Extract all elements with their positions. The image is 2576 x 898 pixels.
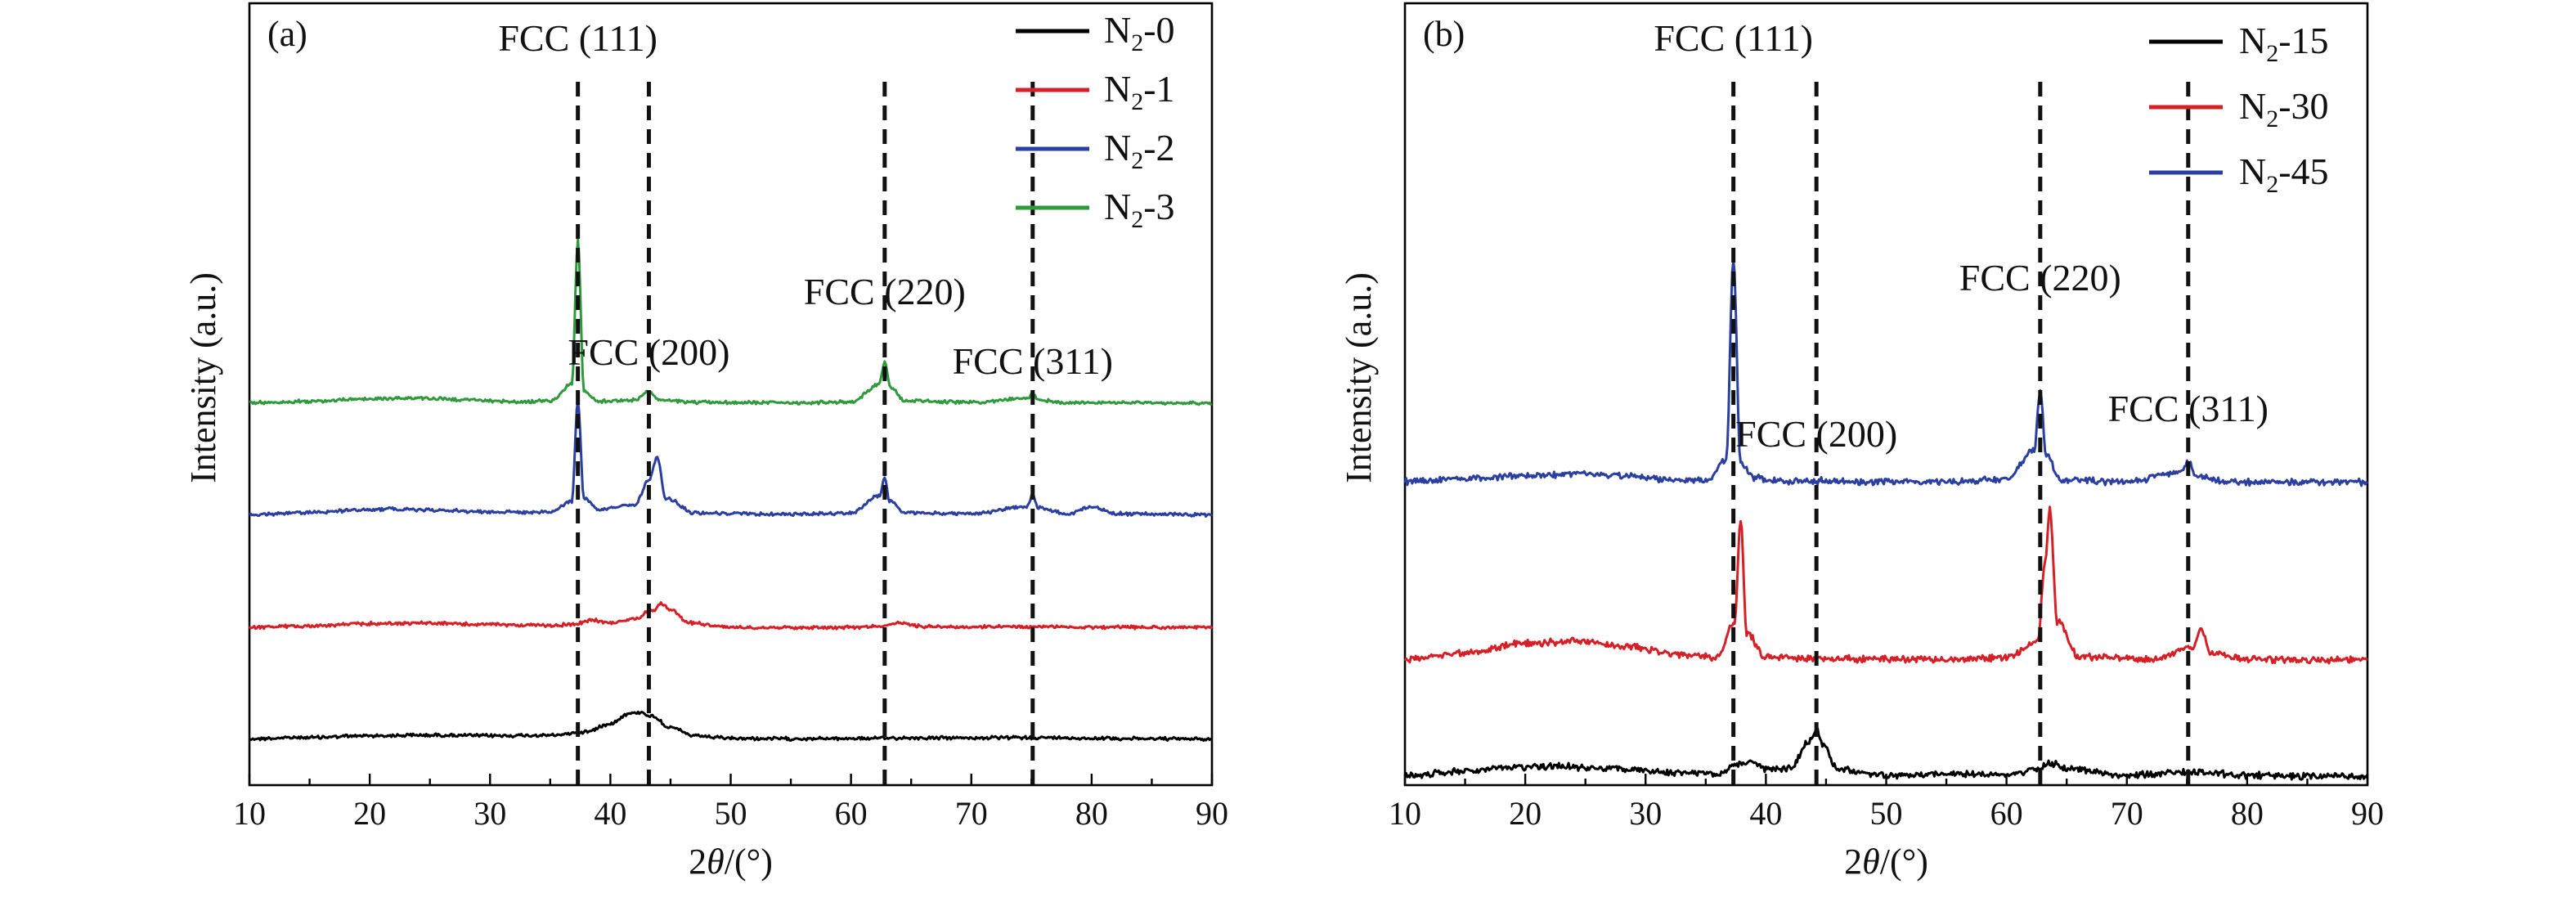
peak-label: FCC (200) bbox=[568, 331, 729, 373]
x-tick-label: 50 bbox=[715, 795, 747, 832]
plot-frame bbox=[248, 2, 1214, 787]
legend-label: N2-15 bbox=[2239, 20, 2329, 67]
legend-label: N2-30 bbox=[2239, 85, 2329, 132]
x-tick-label: 80 bbox=[2231, 795, 2264, 832]
peak-label: FCC (111) bbox=[498, 17, 657, 59]
series-line-0 bbox=[249, 710, 1213, 742]
x-tick-label: 80 bbox=[1075, 795, 1108, 832]
x-tick-label: 90 bbox=[1196, 795, 1228, 832]
chart-panel-b: 10 20 30 40 50 60 70 80 90 2θ/(°) Intensity (a.u.)… bbox=[1339, 2, 2384, 882]
x-tick-label: 50 bbox=[1870, 795, 1903, 832]
legend-label: N2-1 bbox=[1104, 68, 1175, 115]
peak-label: FCC (311) bbox=[953, 340, 1113, 382]
legend-label: N2-2 bbox=[1104, 127, 1175, 174]
legend: N2-15 N2-30 N2-45 bbox=[2149, 20, 2329, 198]
x-tick-label: 40 bbox=[594, 795, 626, 832]
x-tick-label: 20 bbox=[353, 795, 386, 832]
x-tick-label: 70 bbox=[2111, 795, 2143, 832]
peak-label: FCC (311) bbox=[2108, 388, 2269, 429]
x-tick-label: 20 bbox=[1509, 795, 1542, 832]
x-tick-label: 90 bbox=[2351, 795, 2384, 832]
legend: N2-0 N2-1 N2-2 N2-3 bbox=[1016, 9, 1175, 233]
x-tick-label: 60 bbox=[1990, 795, 2023, 832]
panel-label: (a) bbox=[267, 14, 307, 54]
x-tick-label: 40 bbox=[1749, 795, 1782, 832]
chart-panel-a: 10 20 30 40 50 60 70 80 90 2θ/(°) Intensity (a.u.)… bbox=[183, 2, 1228, 882]
x-axis-title: 2θ/(°) bbox=[1844, 842, 1928, 882]
series-line-15 bbox=[1404, 727, 2369, 781]
peak-label: FCC (111) bbox=[1654, 17, 1813, 59]
y-axis-title: Intensity (a.u.) bbox=[1339, 272, 1379, 483]
y-axis-title: Intensity (a.u.) bbox=[183, 272, 223, 483]
legend-label: N2-0 bbox=[1104, 9, 1175, 56]
series-line-45 bbox=[1403, 258, 2369, 487]
peak-label: FCC (200) bbox=[1735, 413, 1897, 455]
x-tick-label: 10 bbox=[233, 795, 266, 832]
x-tick-label: 60 bbox=[835, 795, 868, 832]
series-line-30 bbox=[1403, 505, 2368, 665]
series-line-2 bbox=[249, 398, 1213, 518]
x-tick-label: 30 bbox=[1629, 795, 1662, 832]
x-tick-label: 10 bbox=[1389, 795, 1421, 832]
series-line-1 bbox=[248, 601, 1214, 631]
peak-label: FCC (220) bbox=[1959, 257, 2121, 299]
x-tick-label: 30 bbox=[473, 795, 506, 832]
legend-label: N2-45 bbox=[2239, 150, 2329, 198]
panel-label: (b) bbox=[1423, 14, 1465, 54]
series-line-3 bbox=[249, 238, 1213, 406]
peak-label: FCC (220) bbox=[804, 271, 966, 312]
x-tick-label: 70 bbox=[955, 795, 988, 832]
x-axis-title: 2θ/(°) bbox=[689, 842, 773, 882]
legend-label: N2-3 bbox=[1104, 186, 1175, 233]
